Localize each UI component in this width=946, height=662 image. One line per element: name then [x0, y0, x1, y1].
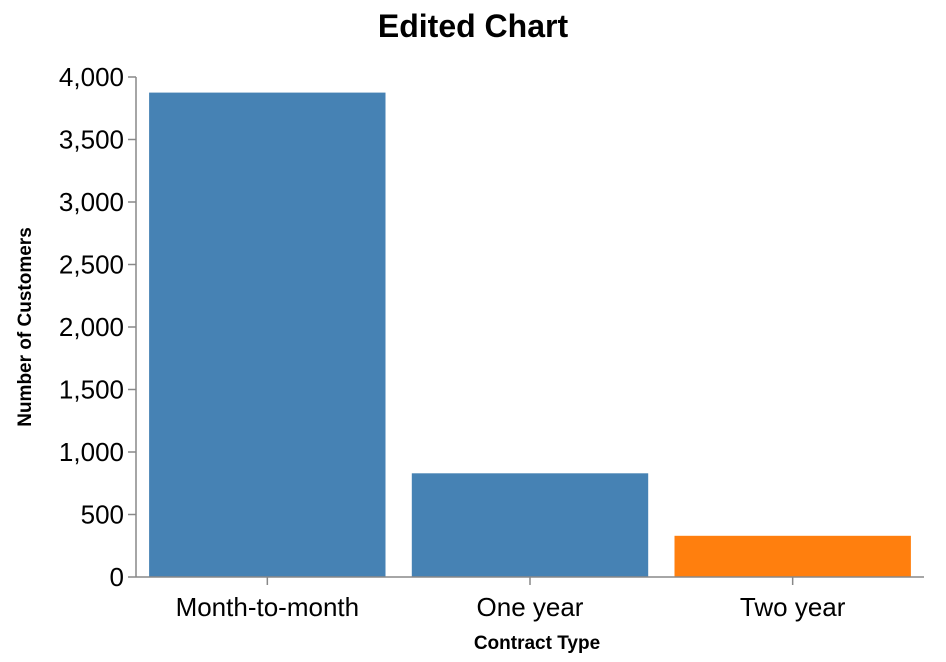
y-tick-label: 1,000 [59, 437, 124, 467]
x-tick-label: Month-to-month [176, 592, 360, 622]
y-tick-label: 2,500 [59, 250, 124, 280]
y-axis: 0 500 1,000 1,500 2,000 2,500 3,000 3,500 4,000 [59, 62, 137, 592]
y-tick-label: 0 [110, 562, 124, 592]
y-tick-label: 4,000 [59, 62, 124, 92]
y-tick-label: 3,000 [59, 187, 124, 217]
x-axis-title: Contract Type [474, 633, 600, 654]
y-tick-label: 3,500 [59, 125, 124, 155]
plot-area [149, 92, 911, 578]
x-axis: Month-to-month One year Two year [136, 576, 924, 622]
x-tick-label: One year [477, 592, 584, 622]
x-tick-label: Two year [740, 592, 846, 622]
y-tick-label: 2,000 [59, 312, 124, 342]
y-axis-title: Number of Customers [15, 227, 36, 427]
chart-title: Edited Chart [378, 8, 569, 44]
bar-one-year [411, 473, 649, 578]
bar-month-to-month [149, 92, 386, 577]
y-tick-label: 500 [81, 500, 124, 530]
y-tick-label: 1,500 [59, 375, 124, 405]
bar-two-year [674, 535, 911, 578]
